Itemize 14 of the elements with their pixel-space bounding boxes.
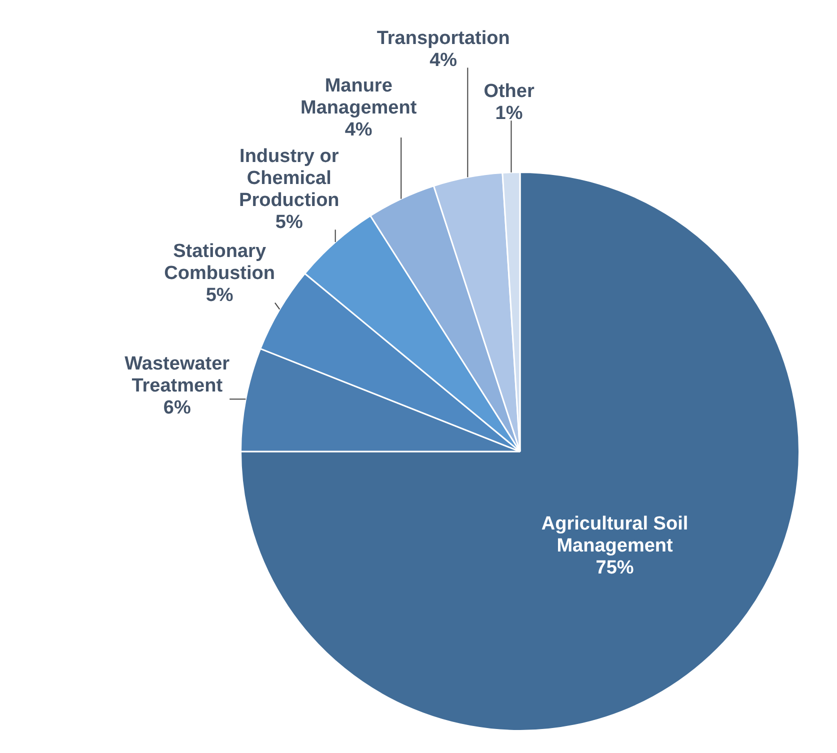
data-label: 5% xyxy=(275,212,303,233)
slice-label: Wastewater Treatment xyxy=(124,353,230,396)
slice-label: Manure Management xyxy=(300,76,418,119)
data-label: 6% xyxy=(163,397,191,418)
data-label: 75% xyxy=(596,558,634,579)
slice-label: Transportation xyxy=(376,28,510,49)
data-label: 4% xyxy=(344,120,372,141)
slice-label: Agricultural Soil Management xyxy=(541,514,688,557)
slice-label: Stationary Combustion xyxy=(164,241,275,284)
slice-label: Industry or Chemical Production xyxy=(239,146,340,211)
data-label: 4% xyxy=(430,50,458,71)
slice-label: Other xyxy=(484,80,535,102)
data-label: 1% xyxy=(495,102,523,124)
data-label: 5% xyxy=(206,285,234,306)
